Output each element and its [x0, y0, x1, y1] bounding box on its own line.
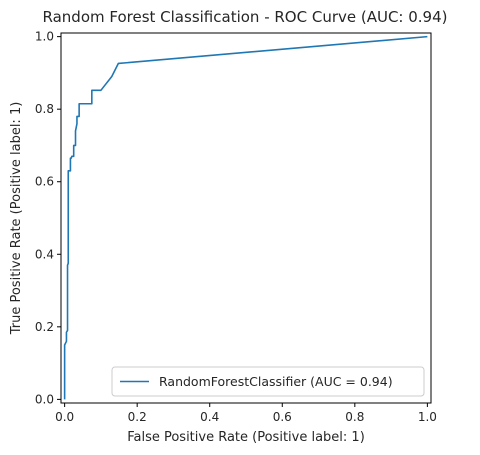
plot-area	[60, 32, 432, 404]
x-tick-label: 1.0	[418, 410, 437, 424]
x-tick-label: 0.6	[273, 410, 292, 424]
x-tick-label: 0.8	[345, 410, 364, 424]
x-tick-label: 0.0	[55, 410, 74, 424]
x-tick-label: 0.4	[200, 410, 219, 424]
x-axis-label: False Positive Rate (Positive label: 1)	[127, 430, 365, 445]
x-tick-label: 0.2	[128, 410, 147, 424]
legend-entry-label: RandomForestClassifier (AUC = 0.94)	[159, 374, 393, 389]
x-axis: 0.0 0.2 0.4 0.6 0.8 1.0	[55, 403, 437, 424]
series-layer	[63, 35, 428, 400]
y-tick-label: 0.2	[35, 320, 54, 334]
y-axis: 0.0 0.2 0.4 0.6 0.8 1.0	[35, 30, 61, 406]
legend: RandomForestClassifier (AUC = 0.94)	[111, 366, 425, 397]
legend-box	[111, 366, 425, 397]
y-tick-label: 0.4	[35, 247, 54, 261]
y-tick-label: 0.8	[35, 102, 54, 116]
plot-frame	[60, 32, 432, 404]
chart-title: Random Forest Classification - ROC Curve…	[43, 8, 448, 26]
roc-series-line	[63, 35, 428, 400]
y-tick-label: 1.0	[35, 30, 54, 44]
y-tick-label: 0.0	[35, 392, 54, 406]
y-axis-label: True Positive Rate (Positive label: 1)	[9, 102, 24, 336]
y-tick-label: 0.6	[35, 175, 54, 189]
